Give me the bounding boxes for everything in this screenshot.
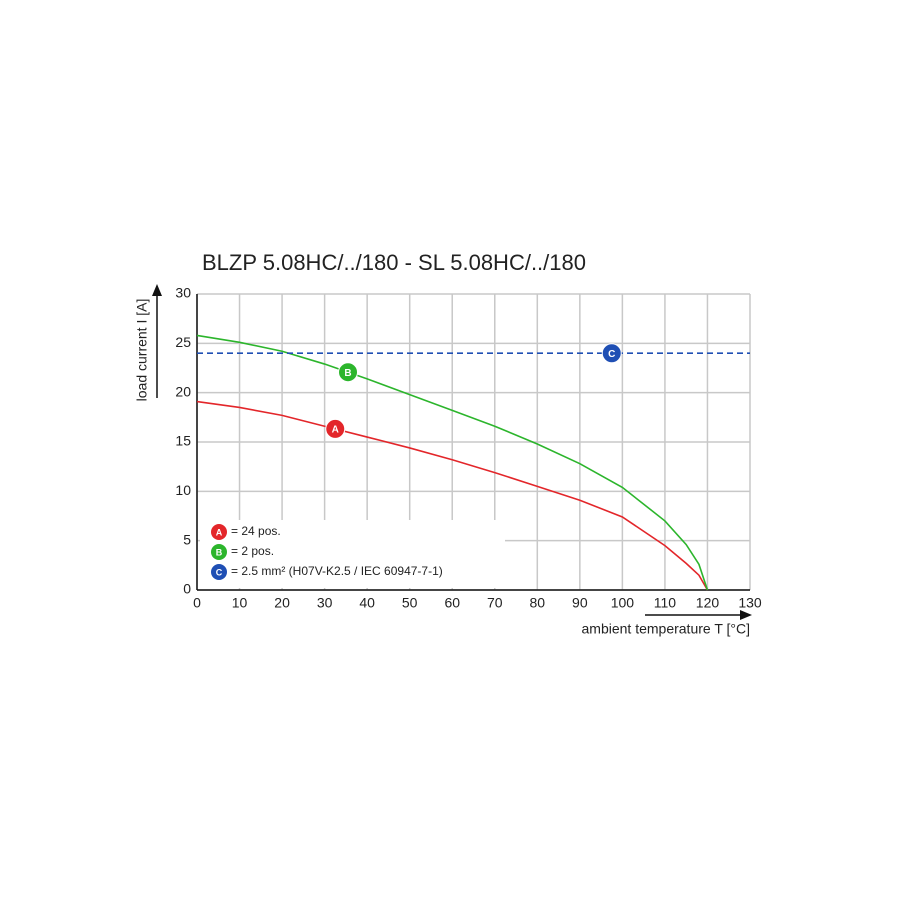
legend-marker: [211, 564, 227, 580]
marker-label: C: [608, 349, 615, 360]
x-tick-label: 110: [654, 595, 677, 611]
x-tick-label: 120: [696, 595, 720, 611]
marker: [325, 418, 346, 439]
x-tick-label: 100: [611, 595, 635, 611]
y-tick-label: 5: [183, 531, 191, 547]
x-tick-label: 90: [572, 595, 588, 611]
x-tick-label: 80: [530, 595, 546, 611]
legend-marker-label: A: [216, 527, 223, 537]
y-tick-label: 30: [175, 285, 191, 301]
marker-label: B: [344, 368, 351, 379]
legend-box: [200, 520, 505, 588]
marker: [338, 362, 359, 383]
x-tick-label: 40: [359, 595, 375, 611]
legend-marker-label: B: [216, 547, 223, 557]
y-tick-label: 25: [175, 334, 191, 350]
marker: [601, 343, 622, 364]
x-axis-label: ambient temperature T [°C]: [582, 621, 751, 637]
y-axis-label: load current I [A]: [134, 299, 150, 402]
x-tick-label: 0: [193, 595, 201, 611]
y-tick-label: 20: [175, 383, 191, 399]
x-tick-label: 30: [317, 595, 333, 611]
x-tick-label: 70: [487, 595, 503, 611]
legend-label: = 24 pos.: [231, 524, 281, 538]
legend-marker: [211, 544, 227, 560]
y-tick-label: 0: [183, 581, 191, 597]
x-tick-label: 130: [738, 595, 762, 611]
legend-marker-label: C: [216, 567, 223, 577]
legend-label: = 2.5 mm² (H07V-K2.5 / IEC 60947-7-1): [231, 564, 443, 578]
y-tick-label: 10: [175, 482, 191, 498]
x-tick-label: 10: [232, 595, 248, 611]
legend-marker: [211, 524, 227, 540]
axis-arrows: [152, 284, 752, 620]
x-tick-label: 50: [402, 595, 418, 611]
x-tick-label: 60: [444, 595, 460, 611]
series-line: [196, 400, 709, 591]
y-tick-label: 15: [175, 433, 191, 449]
chart-title: BLZP 5.08HC/../180 - SL 5.08HC/../180: [202, 250, 586, 275]
x-tick-label: 20: [274, 595, 290, 611]
legend-label: = 2 pos.: [231, 544, 274, 558]
series-line: [196, 334, 709, 591]
marker-label: A: [332, 425, 339, 436]
